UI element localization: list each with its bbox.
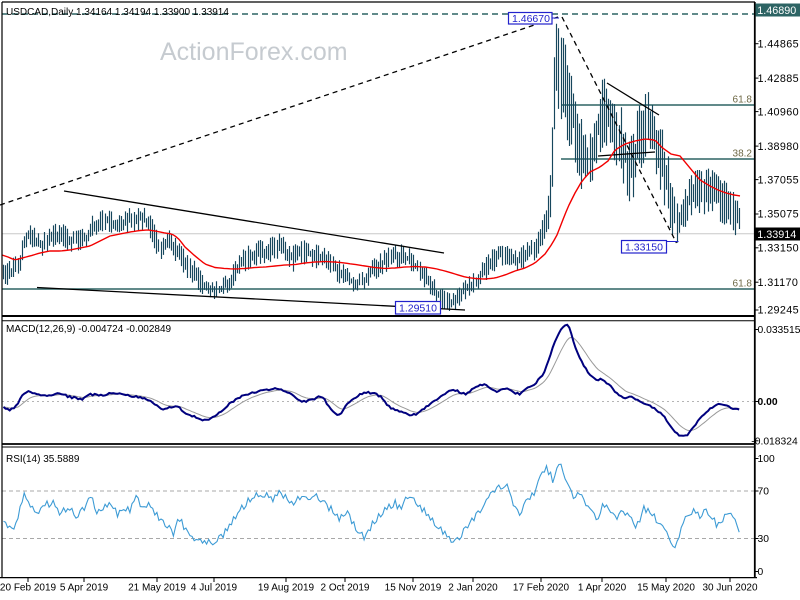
svg-text:1 Apr 2020: 1 Apr 2020 xyxy=(578,583,627,594)
svg-text:1.31170: 1.31170 xyxy=(758,277,799,289)
svg-text:20 Feb 2019: 20 Feb 2019 xyxy=(0,583,57,594)
svg-text:100: 100 xyxy=(758,454,775,465)
svg-text:15 May 2020: 15 May 2020 xyxy=(637,583,695,594)
svg-text:MACD(12,26,9) -0.004724 -0.002: MACD(12,26,9) -0.004724 -0.002849 xyxy=(6,324,172,335)
svg-text:2 Oct 2019: 2 Oct 2019 xyxy=(321,583,370,594)
svg-text:1.29510: 1.29510 xyxy=(399,303,437,315)
svg-text:30: 30 xyxy=(758,534,770,545)
svg-text:0.033515: 0.033515 xyxy=(758,325,800,336)
svg-text:21 May 2019: 21 May 2019 xyxy=(128,583,186,594)
svg-text:2 Jan 2020: 2 Jan 2020 xyxy=(448,583,498,594)
svg-text:61.8: 61.8 xyxy=(733,279,753,290)
svg-text:RSI(14) 35.5889: RSI(14) 35.5889 xyxy=(6,454,80,465)
svg-text:USDCAD,Daily 1.34164 1.34194: USDCAD,Daily 1.34164 1.34194 1.33900 1.3… xyxy=(6,7,229,18)
svg-text:1.33150: 1.33150 xyxy=(625,242,663,254)
svg-text:0.00: 0.00 xyxy=(758,397,778,408)
svg-text:1.40960: 1.40960 xyxy=(758,106,799,118)
svg-text:70: 70 xyxy=(758,487,770,498)
svg-text:19 Aug 2019: 19 Aug 2019 xyxy=(258,583,315,594)
svg-text:15 Nov 2019: 15 Nov 2019 xyxy=(385,583,442,594)
svg-text:17 Feb 2020: 17 Feb 2020 xyxy=(513,583,570,594)
svg-text:5 Apr 2019: 5 Apr 2019 xyxy=(60,583,109,594)
svg-text:1.29245: 1.29245 xyxy=(758,305,799,317)
svg-text:1.33914: 1.33914 xyxy=(757,229,796,241)
svg-text:30 Jun 2020: 30 Jun 2020 xyxy=(702,583,757,594)
svg-text:-0.018324: -0.018324 xyxy=(751,437,798,448)
svg-text:1.42885: 1.42885 xyxy=(758,73,799,85)
svg-text:1.35075: 1.35075 xyxy=(758,209,799,221)
svg-text:ActionForex.com: ActionForex.com xyxy=(160,38,348,66)
svg-text:1.37055: 1.37055 xyxy=(758,174,799,186)
svg-text:1.46890: 1.46890 xyxy=(757,5,796,17)
svg-text:4 Jul 2019: 4 Jul 2019 xyxy=(191,583,238,594)
svg-text:38.2: 38.2 xyxy=(733,149,753,160)
svg-text:1.33150: 1.33150 xyxy=(758,243,799,255)
svg-text:1.44865: 1.44865 xyxy=(758,38,799,50)
svg-text:1.46670: 1.46670 xyxy=(512,13,550,25)
svg-text:61.8: 61.8 xyxy=(733,95,753,106)
svg-text:0: 0 xyxy=(758,567,764,578)
svg-text:1.38980: 1.38980 xyxy=(758,141,799,153)
